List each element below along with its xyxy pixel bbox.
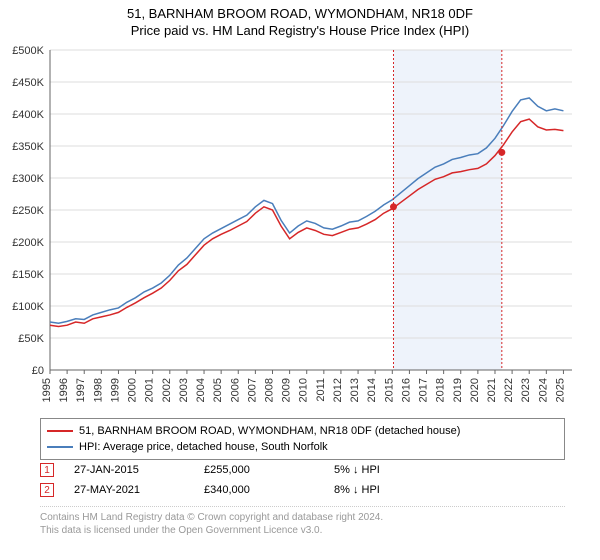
svg-text:£150K: £150K bbox=[12, 269, 44, 281]
svg-text:£50K: £50K bbox=[18, 333, 44, 345]
marker-table: 1 27-JAN-2015 £255,000 5% ↓ HPI 2 27-MAY… bbox=[40, 460, 565, 500]
svg-text:2003: 2003 bbox=[178, 378, 190, 402]
svg-text:2012: 2012 bbox=[332, 378, 344, 402]
svg-text:2008: 2008 bbox=[263, 378, 275, 402]
svg-text:2016: 2016 bbox=[400, 378, 412, 402]
svg-text:2021: 2021 bbox=[486, 378, 498, 402]
svg-text:2025: 2025 bbox=[554, 378, 566, 402]
svg-text:1999: 1999 bbox=[109, 378, 121, 402]
svg-text:2009: 2009 bbox=[281, 378, 293, 402]
svg-text:2015: 2015 bbox=[383, 378, 395, 402]
legend-swatch-red bbox=[47, 430, 73, 432]
legend-item: 51, BARNHAM BROOM ROAD, WYMONDHAM, NR18 … bbox=[47, 423, 558, 439]
svg-text:2011: 2011 bbox=[315, 378, 327, 402]
marker-row: 2 27-MAY-2021 £340,000 8% ↓ HPI bbox=[40, 480, 565, 500]
attribution-line: This data is licensed under the Open Gov… bbox=[40, 524, 565, 537]
svg-text:1997: 1997 bbox=[75, 378, 87, 402]
svg-text:1998: 1998 bbox=[92, 378, 104, 402]
marker-badge: 2 bbox=[40, 483, 54, 497]
marker-price: £340,000 bbox=[204, 484, 334, 496]
legend-label: HPI: Average price, detached house, Sout… bbox=[79, 441, 328, 453]
marker-date: 27-MAY-2021 bbox=[74, 484, 204, 496]
svg-text:2019: 2019 bbox=[452, 378, 464, 402]
line-chart: £0 £50K £100K £150K £200K £250K £300K £350K £400… bbox=[0, 42, 600, 412]
svg-text:2007: 2007 bbox=[246, 378, 258, 402]
svg-text:2000: 2000 bbox=[127, 378, 139, 402]
svg-text:2024: 2024 bbox=[537, 378, 549, 402]
marker-badge: 1 bbox=[40, 463, 54, 477]
svg-text:£450K: £450K bbox=[12, 77, 44, 89]
svg-text:2005: 2005 bbox=[212, 378, 224, 402]
marker-delta: 5% ↓ HPI bbox=[334, 464, 464, 476]
svg-text:£350K: £350K bbox=[12, 141, 44, 153]
svg-text:2014: 2014 bbox=[366, 378, 378, 402]
svg-text:2004: 2004 bbox=[195, 378, 207, 402]
legend-label: 51, BARNHAM BROOM ROAD, WYMONDHAM, NR18 … bbox=[79, 425, 460, 437]
svg-text:2023: 2023 bbox=[520, 378, 532, 402]
legend-item: HPI: Average price, detached house, Sout… bbox=[47, 439, 558, 455]
svg-text:£400K: £400K bbox=[12, 109, 44, 121]
svg-text:1995: 1995 bbox=[41, 378, 53, 402]
svg-text:£100K: £100K bbox=[12, 301, 44, 313]
chart-subtitle: Price paid vs. HM Land Registry's House … bbox=[0, 23, 600, 40]
legend-swatch-blue bbox=[47, 446, 73, 448]
svg-text:2017: 2017 bbox=[418, 378, 430, 402]
svg-text:2022: 2022 bbox=[503, 378, 515, 402]
legend: 51, BARNHAM BROOM ROAD, WYMONDHAM, NR18 … bbox=[40, 418, 565, 460]
svg-text:2001: 2001 bbox=[144, 378, 156, 402]
svg-text:2018: 2018 bbox=[435, 378, 447, 402]
marker-date: 27-JAN-2015 bbox=[74, 464, 204, 476]
svg-text:£200K: £200K bbox=[12, 237, 44, 249]
svg-text:2020: 2020 bbox=[469, 378, 481, 402]
marker-row: 1 27-JAN-2015 £255,000 5% ↓ HPI bbox=[40, 460, 565, 480]
attribution: Contains HM Land Registry data © Crown c… bbox=[40, 506, 565, 537]
marker-price: £255,000 bbox=[204, 464, 334, 476]
chart-area: £0 £50K £100K £150K £200K £250K £300K £350K £400… bbox=[0, 42, 600, 412]
svg-text:2006: 2006 bbox=[229, 378, 241, 402]
svg-text:£500K: £500K bbox=[12, 45, 44, 57]
marker-delta: 8% ↓ HPI bbox=[334, 484, 464, 496]
attribution-line: Contains HM Land Registry data © Crown c… bbox=[40, 511, 565, 524]
svg-text:2010: 2010 bbox=[298, 378, 310, 402]
svg-text:2013: 2013 bbox=[349, 378, 361, 402]
svg-text:£300K: £300K bbox=[12, 173, 44, 185]
svg-text:£250K: £250K bbox=[12, 205, 44, 217]
svg-text:2002: 2002 bbox=[161, 378, 173, 402]
chart-title: 51, BARNHAM BROOM ROAD, WYMONDHAM, NR18 … bbox=[0, 0, 600, 23]
svg-text:£0: £0 bbox=[32, 365, 44, 377]
svg-text:1996: 1996 bbox=[58, 378, 70, 402]
